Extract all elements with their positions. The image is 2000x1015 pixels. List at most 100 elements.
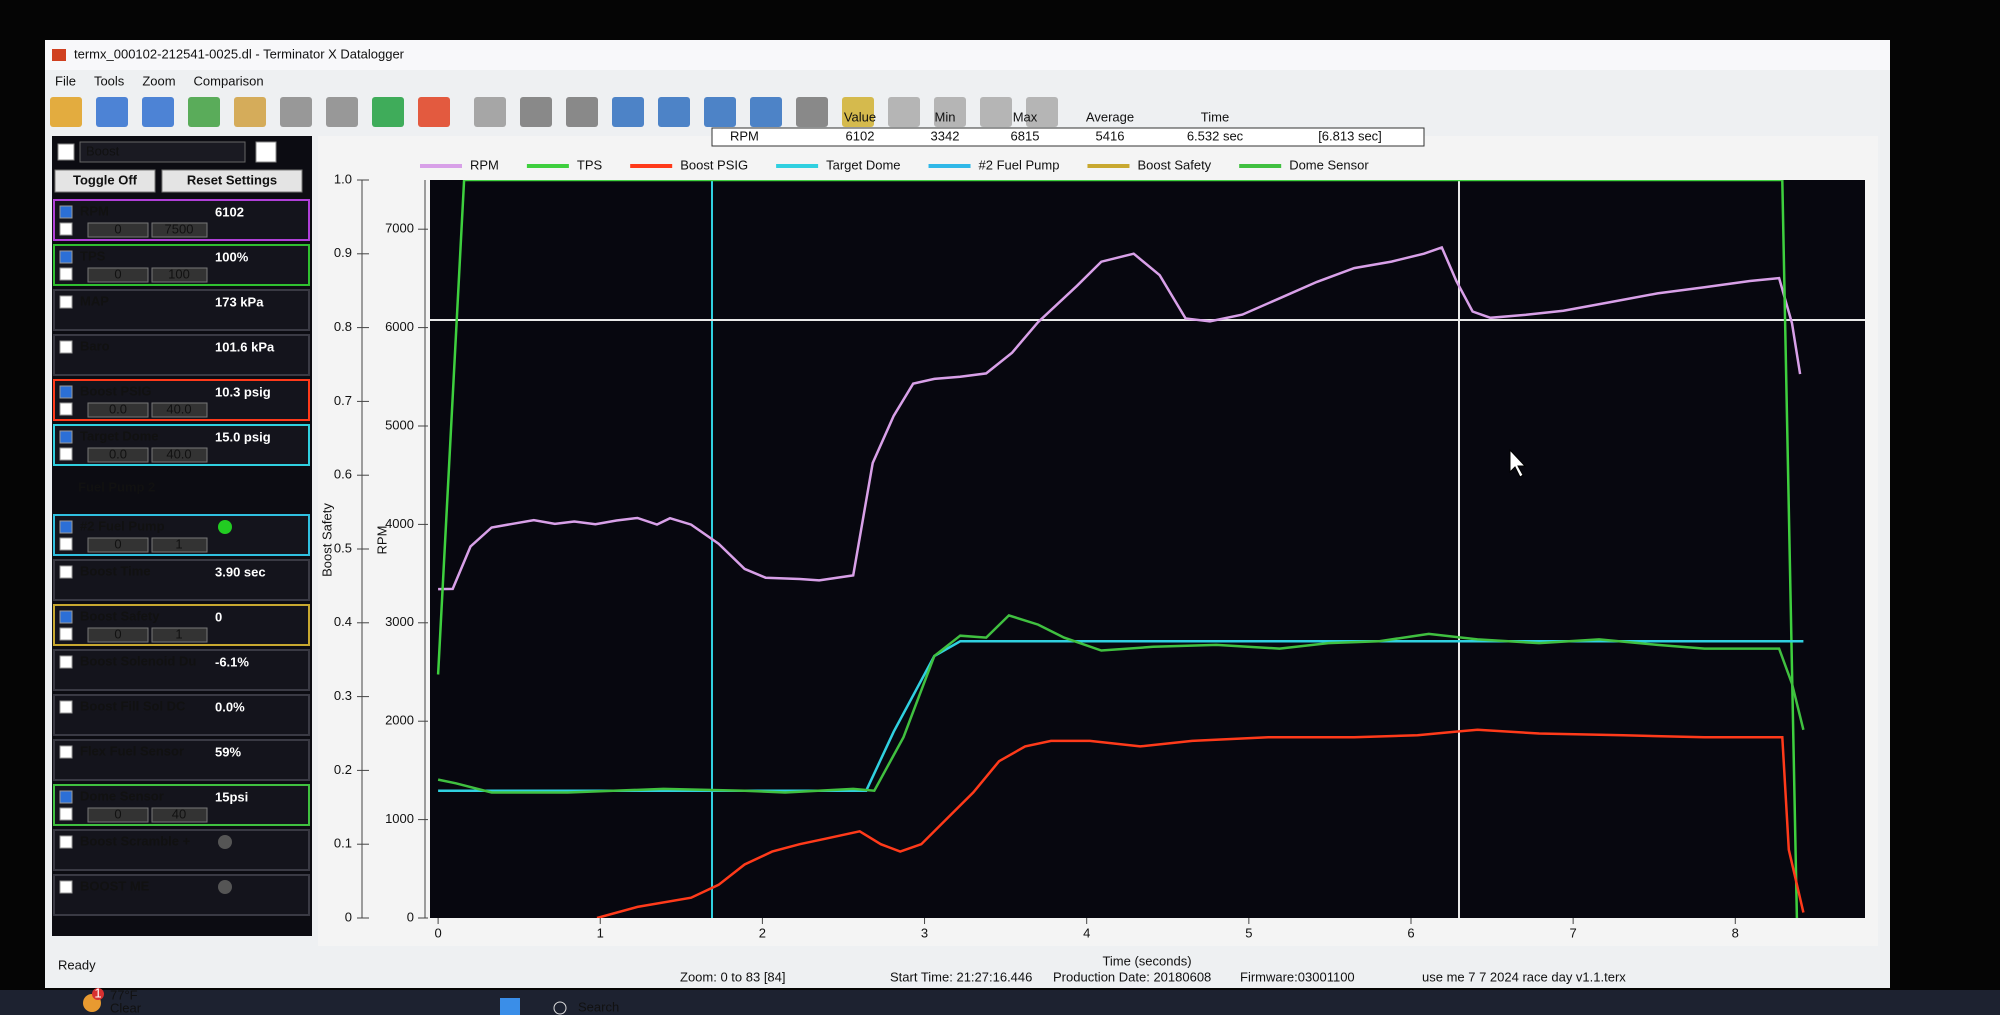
min-field[interactable]: [87, 447, 149, 463]
toolbar-button[interactable]: [418, 97, 450, 127]
toolbar-button[interactable]: [326, 97, 358, 127]
max-field[interactable]: [151, 627, 208, 643]
checkbox[interactable]: [59, 520, 73, 534]
checkbox[interactable]: [59, 745, 73, 759]
channel-value: 173 kPa: [215, 294, 264, 309]
dropdown-value: Boost: [86, 143, 120, 158]
checkbox[interactable]: [59, 700, 73, 714]
toolbar-button[interactable]: [520, 97, 552, 127]
checkbox[interactable]: [59, 250, 73, 264]
max-field[interactable]: [151, 537, 208, 553]
checkbox[interactable]: [59, 402, 73, 416]
series-line: [436, 180, 1799, 918]
toolbar-button[interactable]: [96, 97, 128, 127]
checkbox[interactable]: [59, 447, 73, 461]
stats-cell: 3342: [931, 128, 960, 143]
checkbox[interactable]: [59, 385, 73, 399]
channel-name: Boost Fill Sol DC: [80, 698, 186, 713]
toolbar-button[interactable]: [188, 97, 220, 127]
checkbox[interactable]: [59, 340, 73, 354]
channel-value: 10.3 psig: [215, 384, 271, 399]
toolbar-button[interactable]: [612, 97, 644, 127]
toolbar-button[interactable]: [50, 97, 82, 127]
checkbox[interactable]: [59, 835, 73, 849]
checkbox[interactable]: [59, 807, 73, 821]
toolbar-button[interactable]: [234, 97, 266, 127]
legend-swatch: [630, 164, 673, 168]
button-label: Reset Settings: [187, 172, 277, 187]
channel-value: 0: [215, 609, 222, 624]
max-field[interactable]: [151, 447, 208, 463]
dropdown[interactable]: [79, 141, 246, 163]
toolbar-button[interactable]: [750, 97, 782, 127]
x-tick-label: 7: [1570, 925, 1577, 940]
x-tick-label: 4: [1083, 925, 1090, 940]
checkbox[interactable]: [59, 565, 73, 579]
toolbar-button[interactable]: [842, 97, 874, 127]
checkbox[interactable]: [59, 267, 73, 281]
max-value: 40.0: [166, 401, 191, 416]
toolbar-button[interactable]: [980, 97, 1012, 127]
toolbar-button[interactable]: [658, 97, 690, 127]
checkbox[interactable]: [59, 655, 73, 669]
option-box[interactable]: [255, 141, 277, 163]
channel-name: Boost Safety: [80, 608, 160, 623]
checkbox[interactable]: [59, 610, 73, 624]
checkbox[interactable]: [59, 430, 73, 444]
toolbar-button[interactable]: [1026, 97, 1058, 127]
checkbox[interactable]: [59, 295, 73, 309]
status-start-time: Start Time: 21:27:16.446: [890, 969, 1032, 984]
start-button[interactable]: [500, 998, 520, 1015]
menu-item[interactable]: File: [55, 73, 76, 88]
toolbar-button[interactable]: [704, 97, 736, 127]
min-field[interactable]: [87, 222, 149, 238]
toolbar-button[interactable]: [796, 97, 828, 127]
min-value: 0: [114, 266, 121, 281]
channel-box: [53, 829, 310, 871]
toolbar-button[interactable]: [934, 97, 966, 127]
min-field[interactable]: [87, 807, 149, 823]
checkbox[interactable]: [59, 222, 73, 236]
menu-item[interactable]: Comparison: [194, 73, 264, 88]
checkbox[interactable]: [59, 880, 73, 894]
toolbar-button[interactable]: [142, 97, 174, 127]
max-field[interactable]: [151, 222, 208, 238]
toolbar-button[interactable]: [280, 97, 312, 127]
min-field[interactable]: [87, 537, 149, 553]
toolbar-button[interactable]: [474, 97, 506, 127]
checkbox[interactable]: [59, 627, 73, 641]
menu-item[interactable]: Zoom: [142, 73, 175, 88]
toolbar-button[interactable]: [372, 97, 404, 127]
status-zoom: Zoom: 0 to 83 [84]: [680, 969, 786, 984]
checkbox[interactable]: [59, 205, 73, 219]
button[interactable]: [54, 169, 156, 193]
status-production-date: Production Date: 20180608: [1053, 969, 1211, 984]
min-field[interactable]: [87, 402, 149, 418]
channel-value: 100%: [215, 249, 249, 264]
max-field[interactable]: [151, 267, 208, 283]
checkbox[interactable]: [57, 143, 75, 161]
indicator: [218, 520, 232, 534]
channel-value: -6.1%: [215, 654, 249, 669]
toolbar-button[interactable]: [566, 97, 598, 127]
toolbar-button[interactable]: [888, 97, 920, 127]
stats-cell: 5416: [1096, 128, 1125, 143]
status-state: Ready: [58, 957, 96, 972]
min-field[interactable]: [87, 627, 149, 643]
max-field[interactable]: [151, 402, 208, 418]
button[interactable]: [161, 169, 303, 193]
min-field[interactable]: [87, 267, 149, 283]
max-field[interactable]: [151, 807, 208, 823]
menu-item[interactable]: Tools: [94, 73, 125, 88]
y2-tick-label: 0.5: [334, 540, 352, 555]
checkbox[interactable]: [59, 537, 73, 551]
min-value: 0: [114, 626, 121, 641]
y2-tick-label: 0.3: [334, 688, 352, 703]
legend-swatch: [776, 164, 819, 168]
search-box[interactable]: Search: [578, 999, 619, 1014]
max-value: 40.0: [166, 446, 191, 461]
series-line: [438, 640, 1804, 792]
checkbox[interactable]: [59, 790, 73, 804]
